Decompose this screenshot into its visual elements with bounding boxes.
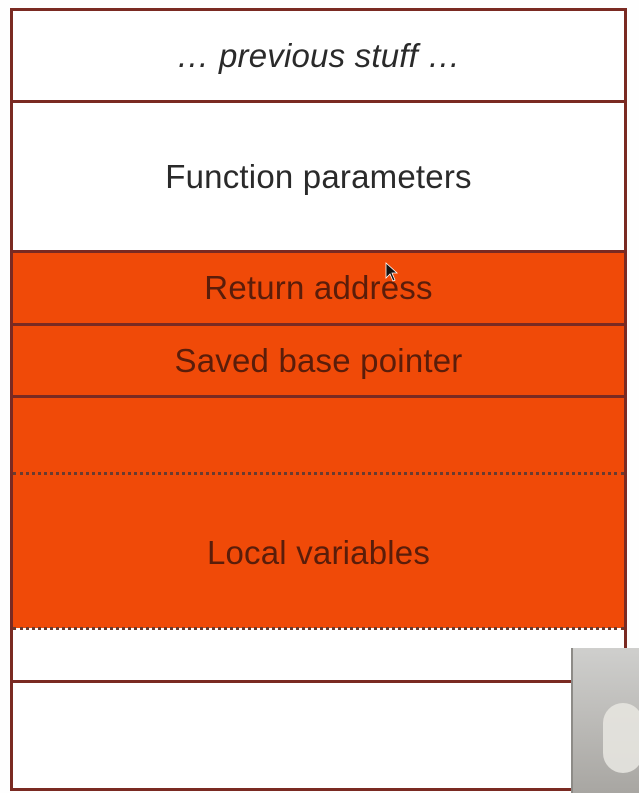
cell-return-address-label: Return address bbox=[204, 269, 433, 306]
stack-frame-diagram: … previous stuff … Function parameters R… bbox=[10, 8, 627, 791]
cell-local-variables: Local variables bbox=[13, 398, 624, 628]
mouse-pointer-icon bbox=[385, 262, 399, 282]
cell-return-address: Return address bbox=[13, 253, 624, 323]
divider bbox=[13, 395, 624, 398]
cell-empty bbox=[13, 683, 624, 788]
cell-function-parameters: Function parameters bbox=[13, 103, 624, 250]
cell-empty bbox=[13, 630, 624, 680]
divider bbox=[13, 250, 624, 253]
cell-saved-base-pointer-label: Saved base pointer bbox=[174, 341, 463, 379]
dotted-divider bbox=[13, 627, 624, 630]
cell-function-parameters-label: Function parameters bbox=[165, 157, 472, 195]
webcam-subject bbox=[603, 703, 639, 773]
divider bbox=[13, 100, 624, 103]
cell-local-variables-label: Local variables bbox=[206, 534, 431, 571]
cell-saved-base-pointer: Saved base pointer bbox=[13, 326, 624, 395]
cell-previous-stuff: … previous stuff … bbox=[13, 11, 624, 100]
divider bbox=[13, 680, 624, 683]
divider bbox=[13, 323, 624, 326]
webcam-overlay bbox=[571, 648, 639, 793]
cell-previous-stuff-label: … previous stuff … bbox=[176, 36, 461, 74]
dotted-divider bbox=[13, 472, 624, 475]
